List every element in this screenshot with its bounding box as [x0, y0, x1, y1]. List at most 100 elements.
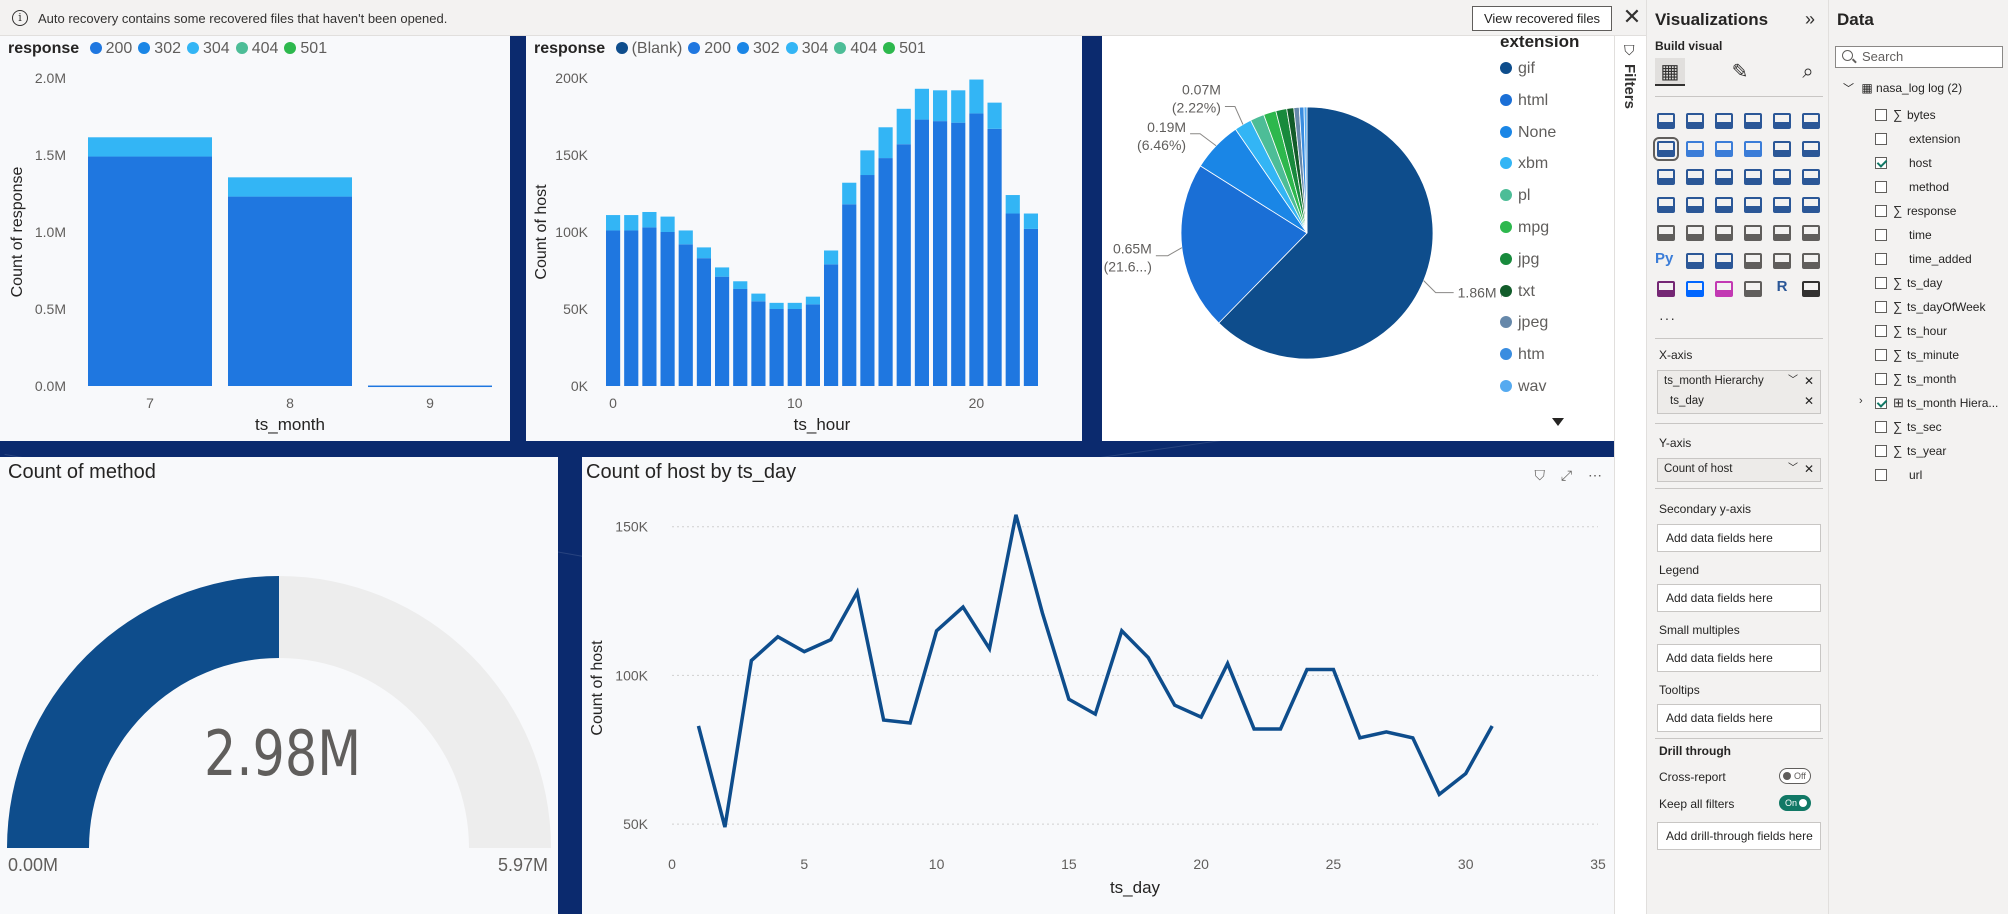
r-visual-visual-icon[interactable]: R	[1776, 278, 1788, 295]
chevron-right-icon[interactable]: ›	[1859, 395, 1863, 407]
matrix-visual-icon[interactable]	[1802, 225, 1820, 241]
legend-item[interactable]: None	[1500, 124, 1610, 156]
key-influencers-visual-icon[interactable]	[1686, 253, 1704, 269]
legend-item[interactable]: (Blank)	[615, 40, 682, 58]
qa-visual-icon[interactable]	[1744, 253, 1762, 269]
100-stacked-area-visual-icon[interactable]	[1744, 141, 1762, 157]
field-item[interactable]: method	[1829, 176, 2008, 200]
metrics-visual-icon[interactable]	[1715, 281, 1733, 297]
field-item[interactable]: ∑ ts_year	[1829, 440, 2008, 464]
waterfall-visual-icon[interactable]	[1686, 169, 1704, 185]
filters-pane-collapsed[interactable]: ⛉ Filters	[1614, 36, 1646, 914]
field-checkbox[interactable]	[1875, 349, 1887, 361]
card-visual-icon[interactable]	[1657, 225, 1675, 241]
decomposition-tree-visual-icon[interactable]	[1715, 253, 1733, 269]
y-axis-well[interactable]: Count of host ﹀ ✕	[1657, 458, 1821, 482]
table-visual-icon[interactable]	[1773, 225, 1791, 241]
legend-item[interactable]: 200	[688, 40, 731, 58]
line-and-clustered-column-visual-icon[interactable]	[1802, 141, 1820, 157]
legend-item[interactable]: htm	[1500, 346, 1610, 378]
legend-more-chevron-icon[interactable]	[1552, 418, 1564, 426]
map-visual-icon[interactable]	[1686, 197, 1704, 213]
legend-item[interactable]: mpg	[1500, 219, 1610, 251]
legend-item[interactable]: 501	[284, 40, 327, 58]
paginated-visual-icon[interactable]	[1802, 253, 1820, 269]
field-checkbox[interactable]	[1875, 229, 1887, 241]
field-checkbox[interactable]	[1875, 157, 1887, 169]
legend-item[interactable]: 302	[736, 40, 780, 58]
legend-item[interactable]: 200	[89, 40, 132, 58]
funnel-visual-icon[interactable]	[1715, 169, 1733, 185]
remove-field-icon[interactable]: ✕	[1803, 462, 1814, 476]
keep-filters-toggle[interactable]: On	[1779, 795, 1811, 811]
format-visual-icon[interactable]: ✎	[1731, 61, 1749, 83]
chevron-down-icon[interactable]: ﹀	[1843, 83, 1854, 95]
clustered-column-visual-icon[interactable]	[1744, 113, 1762, 129]
secondary-y-well[interactable]: Add data fields here	[1657, 524, 1821, 552]
stacked-area-visual-icon[interactable]	[1715, 141, 1733, 157]
field-checkbox[interactable]	[1875, 133, 1887, 145]
narrative-visual-icon[interactable]	[1773, 253, 1791, 269]
slicer-visual-icon[interactable]	[1744, 225, 1762, 241]
field-item[interactable]: ∑ ts_hour	[1829, 320, 2008, 344]
field-item[interactable]: time	[1829, 224, 2008, 248]
field-item[interactable]: ∑ ts_minute	[1829, 344, 2008, 368]
100-stacked-column-visual-icon[interactable]	[1802, 113, 1820, 129]
ribbon-visual-icon[interactable]	[1657, 169, 1675, 185]
field-item[interactable]: time_added	[1829, 248, 2008, 272]
line-and-column-visual-icon[interactable]	[1773, 141, 1791, 157]
field-checkbox[interactable]	[1875, 469, 1887, 481]
field-item[interactable]: ∑ ts_sec	[1829, 416, 2008, 440]
field-checkbox[interactable]	[1875, 421, 1887, 433]
field-checkbox[interactable]	[1875, 325, 1887, 337]
100-stacked-bar-visual-icon[interactable]	[1773, 113, 1791, 129]
azure-map-visual-icon[interactable]	[1773, 197, 1791, 213]
close-icon[interactable]: ✕	[1622, 4, 1642, 29]
legend-well[interactable]: Add data fields here	[1657, 584, 1821, 612]
legend-item[interactable]: gif	[1500, 60, 1610, 92]
legend-item[interactable]: 304	[187, 40, 230, 58]
chevron-down-icon[interactable]: ﹀	[1788, 463, 1798, 474]
tooltips-well[interactable]: Add data fields here	[1657, 704, 1821, 732]
cross-report-toggle[interactable]: Off	[1779, 768, 1811, 784]
field-checkbox[interactable]	[1875, 205, 1887, 217]
field-item[interactable]: ∑ ts_dayOfWeek	[1829, 296, 2008, 320]
stacked-bar-visual-icon[interactable]	[1657, 113, 1675, 129]
pie-visual-icon[interactable]	[1773, 169, 1791, 185]
field-checkbox[interactable]	[1875, 277, 1887, 289]
field-checkbox[interactable]	[1875, 181, 1887, 193]
field-item[interactable]: › ⊞ ts_month Hiera...	[1829, 392, 2008, 416]
scatter-visual-icon[interactable]	[1744, 169, 1762, 185]
legend-item[interactable]: xbm	[1500, 155, 1610, 187]
field-item[interactable]: ∑ ts_month	[1829, 368, 2008, 392]
drill-through-well[interactable]: Add drill-through fields here	[1657, 822, 1821, 850]
x-axis-well[interactable]: ts_month Hierarchy ﹀ ✕ ts_day ✕	[1657, 370, 1821, 414]
clustered-bar-visual-icon[interactable]	[1715, 113, 1733, 129]
view-recovered-files-button[interactable]: View recovered files	[1472, 6, 1612, 31]
y-field-chip[interactable]: Count of host ﹀ ✕	[1658, 459, 1820, 479]
python-visual-visual-icon[interactable]: Py	[1655, 250, 1674, 267]
field-item[interactable]: ∑ bytes	[1829, 104, 2008, 128]
field-item[interactable]: url	[1829, 464, 2008, 488]
visual-host-by-hour[interactable]: response (Blank) 200 302 304 404 501 0K 50K 100…	[526, 36, 1082, 441]
filters-label[interactable]: Filters	[1621, 64, 1638, 110]
stacked-column-visual-icon[interactable]	[1686, 113, 1704, 129]
more-options-icon[interactable]: ⋯	[1588, 467, 1602, 483]
x-field-chip[interactable]: ts_day ✕	[1658, 391, 1820, 411]
build-visual-icon[interactable]: ▦	[1655, 58, 1685, 86]
visual-extension-pie[interactable]: 1.86M (62.34%) 0.65M (21.6...) 0.19M (6.46%)…	[1102, 36, 1614, 441]
legend-item[interactable]: 304	[785, 40, 828, 58]
legend-item[interactable]: 302	[138, 40, 181, 58]
chevron-down-icon[interactable]: ﹀	[1788, 375, 1798, 386]
x-field-chip[interactable]: ts_month Hierarchy ﹀ ✕	[1658, 371, 1820, 391]
search-input[interactable]: Search	[1835, 46, 2003, 68]
legend-item[interactable]: 404	[235, 40, 278, 58]
legend-item[interactable]: wav	[1500, 378, 1610, 410]
gauge-visual-icon[interactable]	[1802, 197, 1820, 213]
legend-item[interactable]: pl	[1500, 187, 1610, 219]
treemap-visual-icon[interactable]	[1657, 197, 1675, 213]
collapse-pane-icon[interactable]: »	[1805, 9, 1816, 29]
field-checkbox[interactable]	[1875, 445, 1887, 457]
field-checkbox[interactable]	[1875, 109, 1887, 121]
visual-host-by-day[interactable]: Count of host by ts_day ⛉ ⤢ ⋯ 50K 100K 150…	[582, 457, 1614, 914]
